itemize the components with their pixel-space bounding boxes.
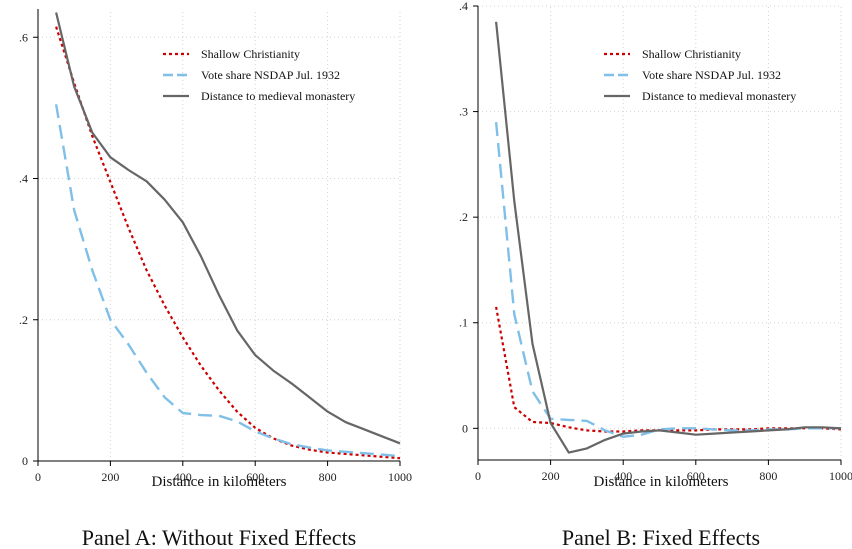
panel-b-legend-label-monastery: Distance to medieval monastery <box>642 89 796 103</box>
panel-b-y-tick-label: .4 <box>459 0 468 13</box>
panel-a: 0 200 400 600 800 1000 0 .2 .4 .6 Shallow Christi… <box>19 9 412 549</box>
panel-a-y-tick-label: .6 <box>19 30 28 44</box>
panel-a-y-tick-label: .2 <box>19 313 28 327</box>
panel-b-axes: 0 200 400 600 800 1000 0 .1 .2 .3 .4 <box>459 0 852 483</box>
panel-b-legend-label-shallow: Shallow Christianity <box>642 47 741 61</box>
panel-b-x-tick-label: 800 <box>759 469 777 483</box>
panel-a-x-tick-label: 1000 <box>388 470 412 484</box>
panel-a-x-tick-label: 0 <box>35 470 41 484</box>
panel-b-series <box>494 21 842 454</box>
panel-a-caption: Panel A: Without Fixed Effects <box>82 525 357 549</box>
panel-b-series-line-monastery <box>495 21 842 454</box>
panel-b-x-tick-label: 400 <box>614 469 632 483</box>
panel-b-x-tick-label: 0 <box>475 469 481 483</box>
panel-a-y-tick-label: 0 <box>22 454 28 468</box>
panel-a-series-line-shallow <box>55 26 401 460</box>
panel-b-x-axis-label: Distance in kilometers <box>594 474 729 490</box>
panel-a-series-line-vote <box>54 104 401 458</box>
panel-b-caption: Panel B: Fixed Effects <box>562 525 760 549</box>
panel-a-legend-label-shallow: Shallow Christianity <box>201 47 300 61</box>
panel-a-legend-label-vote: Vote share NSDAP Jul. 1932 <box>201 68 340 82</box>
panel-b: 0 200 400 600 800 1000 0 .1 .2 .3 .4 Shallow Chris… <box>459 0 852 549</box>
panel-b-series-line-shallow <box>495 306 842 433</box>
panel-b-y-tick-label: 0 <box>462 421 468 435</box>
panel-b-x-tick-label: 1000 <box>829 469 852 483</box>
panel-a-x-tick-label: 600 <box>246 470 264 484</box>
panel-a-series <box>54 12 401 460</box>
panel-b-y-tick-label: .1 <box>459 316 468 330</box>
panel-a-series-line-monastery <box>55 12 401 445</box>
panel-b-x-tick-label: 200 <box>542 469 560 483</box>
panel-a-legend-label-monastery: Distance to medieval monastery <box>201 89 355 103</box>
panel-b-y-tick-label: .3 <box>459 105 468 119</box>
panel-a-legend: Shallow Christianity Vote share NSDAP Jul… <box>163 47 355 103</box>
panel-a-y-tick-label: .4 <box>19 172 28 186</box>
panel-a-x-tick-label: 400 <box>174 470 192 484</box>
panel-b-series-line-vote <box>494 121 841 438</box>
panel-a-x-tick-label: 800 <box>319 470 337 484</box>
panel-a-x-tick-label: 200 <box>101 470 119 484</box>
panel-b-legend-label-vote: Vote share NSDAP Jul. 1932 <box>642 68 781 82</box>
panel-b-gridlines <box>478 5 842 460</box>
panel-b-y-tick-label: .2 <box>459 210 468 224</box>
panel-b-x-tick-label: 600 <box>687 469 705 483</box>
panel-b-legend: Shallow Christianity Vote share NSDAP Jul… <box>604 47 796 103</box>
panel-a-x-axis-label: Distance in kilometers <box>152 474 287 490</box>
panel-a-axes: 0 200 400 600 800 1000 0 .2 .4 .6 <box>19 9 412 484</box>
